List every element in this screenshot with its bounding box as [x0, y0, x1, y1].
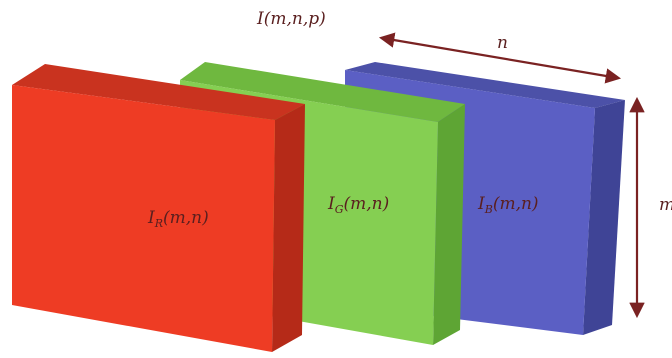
red-channel-label: IR(m,n) [147, 208, 209, 230]
height-m-label: m [659, 195, 672, 215]
blue-channel-label: IB(m,n) [477, 194, 539, 216]
blue-label-suffix: (m,n) [493, 194, 539, 214]
green-slab-side [433, 104, 465, 345]
green-label-prefix: I [327, 194, 335, 214]
blue-slab-side [583, 100, 625, 335]
red-slab-side [272, 104, 305, 352]
image-title-label: I(m,n,p) [256, 9, 326, 29]
red-slab-front [12, 85, 275, 352]
red-channel-slab [12, 64, 305, 352]
red-label-subscript: R [154, 217, 163, 230]
blue-label-subscript: B [484, 203, 493, 216]
green-label-subscript: G [335, 203, 344, 216]
green-slab-top [180, 62, 465, 122]
red-label-prefix: I [147, 208, 155, 228]
red-slab-top [12, 64, 305, 120]
width-n-label: n [497, 33, 508, 53]
green-channel-label: IG(m,n) [327, 194, 389, 216]
red-label-suffix: (m,n) [163, 208, 209, 228]
width-n-arrow [378, 32, 622, 84]
green-label-suffix: (m,n) [344, 194, 390, 214]
blue-label-prefix: I [477, 194, 485, 214]
